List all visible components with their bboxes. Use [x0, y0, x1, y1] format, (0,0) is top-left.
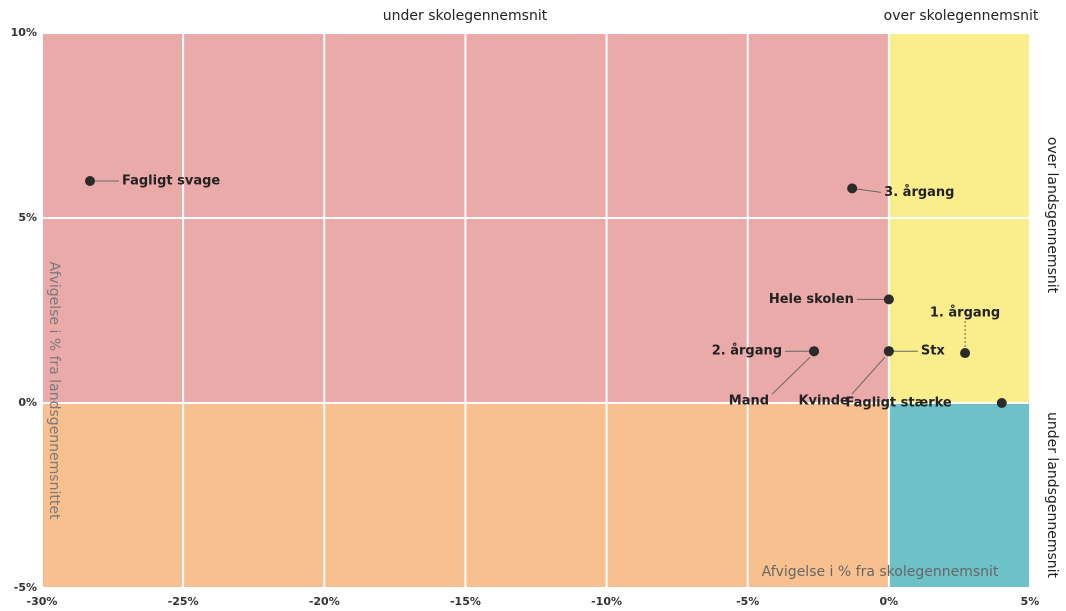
- point-label: 1. årgang: [930, 306, 1000, 321]
- y-axis-label: Afvigelse i % fra landsgennemsnittet: [46, 262, 62, 520]
- point: [996, 398, 1007, 408]
- point: [847, 183, 858, 194]
- x-tick-label: -10%: [591, 595, 622, 608]
- point-label: Mand: [729, 394, 769, 409]
- point: [960, 348, 971, 359]
- x-tick-label: -20%: [309, 595, 340, 608]
- x-tick-label: 0%: [880, 595, 899, 608]
- y-tick-label: 5%: [18, 211, 37, 224]
- point: [809, 346, 820, 357]
- leader-line: [771, 356, 811, 395]
- point-label: Fagligt svage: [122, 174, 220, 189]
- region-label: over skolegennemsnit: [884, 8, 1039, 24]
- region-label: under skolegennemsnit: [383, 8, 548, 24]
- point: [883, 346, 894, 357]
- point-label: 3. årgang: [884, 185, 954, 200]
- region-label: over landsgennemsnit: [1044, 137, 1060, 294]
- region-label: under landsgennemsnit: [1044, 412, 1060, 579]
- x-tick-label: -5%: [736, 595, 759, 608]
- x-tick-label: 5%: [1021, 595, 1040, 608]
- point: [84, 176, 95, 186]
- y-tick-label: -5%: [14, 581, 37, 594]
- x-tick-label: -25%: [168, 595, 199, 608]
- point-label: 2. årgang: [712, 344, 782, 359]
- point-label: Fagligt stærke: [846, 396, 952, 411]
- y-tick-label: 10%: [11, 26, 37, 39]
- point-label: Stx: [921, 344, 946, 359]
- point: [883, 294, 894, 305]
- point-label: Kvinde: [798, 394, 849, 409]
- x-tick-label: -30%: [27, 595, 58, 608]
- quadrant: [888, 403, 1030, 588]
- x-tick-label: -15%: [450, 595, 481, 608]
- x-axis-label: Afvigelse i % fra skolegennemsnit: [762, 564, 999, 580]
- leader-line: [851, 356, 886, 395]
- point-label: Hele skolen: [769, 292, 854, 307]
- y-tick-label: 0%: [18, 396, 37, 409]
